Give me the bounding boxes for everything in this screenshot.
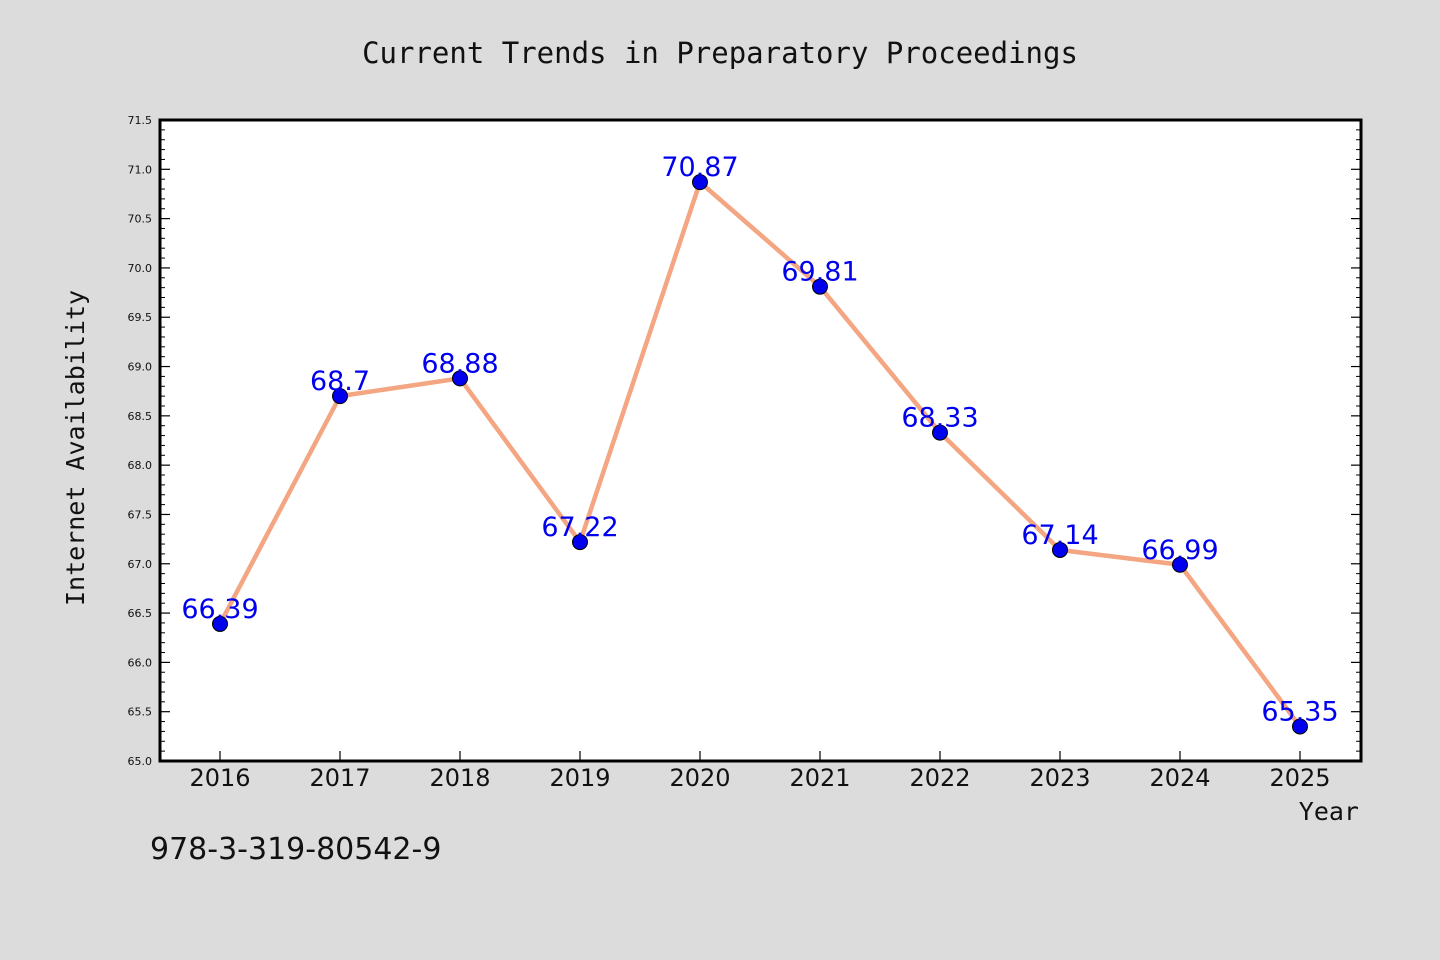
x-axis: 2016 2017 2018 2019 2020 2021 2022 2023 2024 2025 (189, 751, 1331, 792)
data-label: 67.22 (541, 512, 618, 543)
data-labels: 66.39 68.7 68.88 67.22 70.87 69.81 68.33 67.14 6… (181, 152, 1338, 727)
data-label: 67.14 (1021, 520, 1098, 551)
data-markers (212, 174, 1308, 735)
series-line (218, 179, 1302, 728)
data-point (1172, 556, 1188, 573)
y-tick-label: 65.5 (128, 706, 153, 719)
x-tick-label: 2020 (669, 764, 730, 792)
x-tick-label: 2024 (1149, 764, 1210, 792)
y-tick-label: 70.0 (128, 262, 153, 275)
y-tick-label: 66.5 (128, 607, 153, 620)
y-tick-label: 68.0 (128, 459, 153, 472)
y-tick-label: 65.0 (128, 755, 153, 768)
y-axis: 65.0 65.5 66.0 66.5 67.0 67.5 68.0 68.5 69.0 69.5… (128, 114, 1361, 768)
data-label: 68.7 (310, 366, 370, 397)
chart-title: Current Trends in Preparatory Proceeding… (362, 36, 1078, 70)
x-tick-label: 2016 (189, 764, 250, 792)
x-tick-label: 2018 (429, 764, 490, 792)
data-point (212, 615, 228, 632)
y-tick-label: 69.0 (128, 361, 153, 374)
y-tick-label: 70.5 (128, 213, 153, 226)
x-tick-label: 2023 (1029, 764, 1090, 792)
data-point (812, 278, 828, 295)
y-tick-label: 71.5 (128, 114, 153, 127)
y-tick-label: 69.5 (128, 311, 153, 324)
x-tick-label: 2019 (549, 764, 610, 792)
x-tick-label: 2021 (789, 764, 850, 792)
data-label: 66.99 (1141, 535, 1218, 566)
data-label: 68.88 (421, 348, 498, 379)
series-line-group (218, 179, 1302, 728)
data-point (332, 388, 348, 405)
data-label: 69.81 (781, 257, 858, 288)
data-label: 65.35 (1261, 696, 1338, 727)
y-axis-label: Internet Availability (61, 290, 90, 606)
plot-area (158, 118, 1363, 763)
y-tick-label: 71.0 (128, 163, 153, 176)
y-tick-label: 66.0 (128, 656, 153, 669)
data-point (1292, 718, 1308, 735)
data-point (932, 424, 948, 441)
data-label: 68.33 (901, 403, 978, 434)
data-label: 66.39 (181, 594, 258, 625)
data-point (692, 174, 708, 191)
data-point (572, 534, 588, 551)
x-tick-label: 2022 (909, 764, 970, 792)
x-axis-label: Year (1299, 797, 1359, 826)
x-tick-label: 2017 (309, 764, 370, 792)
data-label: 70.87 (661, 152, 738, 183)
y-tick-label: 67.0 (128, 558, 153, 571)
data-point (452, 370, 468, 387)
isbn-footnote: 978-3-319-80542-9 (150, 832, 442, 867)
y-tick-label: 67.5 (128, 508, 153, 521)
y-tick-label: 68.5 (128, 410, 153, 423)
x-tick-label: 2025 (1269, 764, 1330, 792)
data-point (1052, 541, 1068, 558)
